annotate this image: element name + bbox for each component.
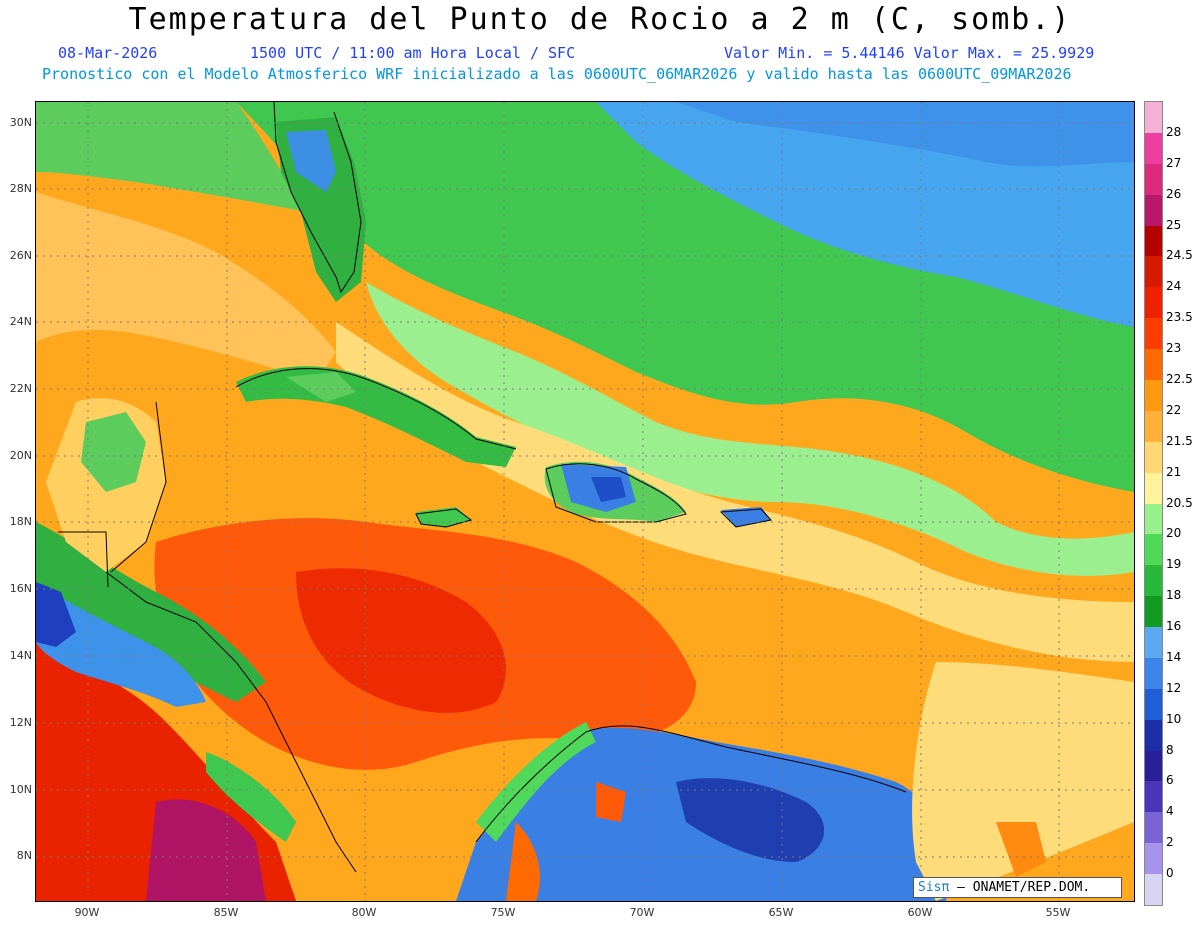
lat-label: 10N	[9, 783, 32, 796]
colorbar-swatch	[1145, 781, 1162, 813]
lon-label: 70W	[629, 906, 655, 919]
credit-box: Sisπ – ONAMET/REP.DOM.	[913, 877, 1122, 898]
lat-label: 28N	[9, 182, 32, 195]
colorbar-swatch	[1145, 472, 1162, 504]
colorbar-label: 22	[1166, 402, 1182, 417]
colorbar-label: 16	[1166, 619, 1182, 634]
colorbar-swatch	[1145, 410, 1162, 443]
colorbar-label: 26	[1166, 186, 1182, 201]
colorbar-swatch	[1145, 194, 1162, 227]
colorbar-label: 22.5	[1166, 371, 1193, 386]
colorbar-label: 14	[1166, 649, 1182, 664]
lon-label: 55W	[1045, 906, 1071, 919]
lon-label: 80W	[351, 906, 377, 919]
subtitle-minmax: Valor Min. = 5.44146 Valor Max. = 25.992…	[724, 44, 1095, 62]
colorbar-swatch	[1145, 750, 1162, 782]
colorbar-label: 21	[1166, 464, 1182, 479]
map-title: Temperatura del Punto de Rocio a 2 m (C,…	[128, 2, 1072, 37]
colorbar-swatch	[1145, 287, 1162, 319]
colorbar-label: 4	[1166, 804, 1174, 819]
lat-label: 30N	[9, 116, 32, 129]
colorbar-label: 12	[1166, 680, 1182, 695]
subtitle-time: 1500 UTC / 11:00 am Hora Local / SFC	[250, 44, 576, 62]
colorbar-swatch	[1145, 318, 1162, 350]
colorbar-swatch	[1145, 503, 1162, 535]
colorbar-label: 20	[1166, 526, 1182, 541]
colorbar-swatch	[1145, 225, 1162, 257]
colorbar-swatch	[1145, 874, 1162, 906]
lon-label: 65W	[768, 906, 794, 919]
colorbar-label: 20.5	[1166, 495, 1193, 510]
subtitle-model: Pronostico con el Modelo Atmosferico WRF…	[42, 65, 1072, 83]
colorbar-label: 2	[1166, 835, 1174, 850]
colorbar-swatch	[1145, 812, 1162, 844]
colorbar-swatch	[1145, 657, 1162, 690]
lon-label: 85W	[213, 906, 239, 919]
dewpoint-map	[35, 101, 1135, 902]
lat-label: 26N	[9, 249, 32, 262]
colorbar-swatch	[1145, 719, 1162, 752]
lat-label: 24N	[9, 315, 32, 328]
colorbar-swatch	[1145, 534, 1162, 566]
colorbar-swatch	[1145, 379, 1162, 412]
sispi-logo: Sisπ	[918, 880, 950, 895]
colorbar-label: 6	[1166, 773, 1174, 788]
lon-label: 60W	[907, 906, 933, 919]
lat-label: 22N	[9, 382, 32, 395]
colorbar-swatch	[1145, 843, 1162, 875]
lat-label: 18N	[9, 515, 32, 528]
colorbar-swatch	[1145, 596, 1162, 628]
lat-label: 16N	[9, 582, 32, 595]
lon-label: 90W	[74, 906, 100, 919]
colorbar-label: 23.5	[1166, 310, 1193, 325]
lat-label: 8N	[16, 849, 32, 862]
lat-label: 14N	[9, 649, 32, 662]
colorbar	[1144, 101, 1163, 906]
colorbar-swatch	[1145, 132, 1162, 165]
colorbar-swatch	[1145, 256, 1162, 288]
colorbar-swatch	[1145, 565, 1162, 597]
colorbar-swatch	[1145, 102, 1162, 134]
colorbar-label: 23	[1166, 341, 1182, 356]
map-field	[36, 102, 1134, 901]
credit-text: – ONAMET/REP.DOM.	[957, 880, 1091, 895]
colorbar-swatch	[1145, 688, 1162, 721]
colorbar-swatch	[1145, 627, 1162, 659]
colorbar-label: 10	[1166, 711, 1182, 726]
colorbar-swatch	[1145, 441, 1162, 474]
colorbar-swatch	[1145, 349, 1162, 381]
lat-label: 20N	[9, 449, 32, 462]
colorbar-label: 27	[1166, 155, 1182, 170]
colorbar-swatch	[1145, 163, 1162, 196]
lon-label: 75W	[490, 906, 516, 919]
colorbar-label: 28	[1166, 124, 1182, 139]
colorbar-label: 8	[1166, 742, 1174, 757]
lat-label: 12N	[9, 716, 32, 729]
colorbar-label: 24.5	[1166, 248, 1193, 263]
colorbar-label: 19	[1166, 557, 1182, 572]
subtitle-date: 08-Mar-2026	[58, 44, 158, 62]
colorbar-label: 24	[1166, 279, 1182, 294]
colorbar-label: 0	[1166, 866, 1174, 881]
colorbar-label: 21.5	[1166, 433, 1193, 448]
colorbar-label: 25	[1166, 217, 1182, 232]
colorbar-label: 18	[1166, 588, 1182, 603]
